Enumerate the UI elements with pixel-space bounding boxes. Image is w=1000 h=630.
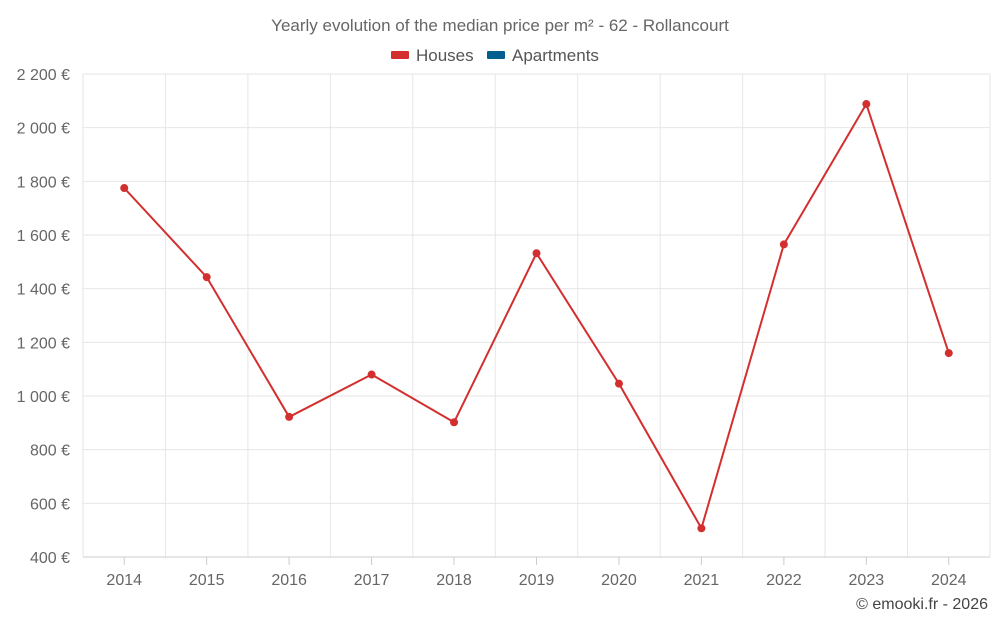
legend-item-apartments[interactable]: Apartments bbox=[487, 46, 599, 65]
data-point-houses[interactable] bbox=[944, 349, 953, 358]
y-tick-label: 800 € bbox=[30, 443, 70, 460]
credit-text: © emooki.fr - 2026 bbox=[856, 596, 988, 613]
y-tick-label: 1 400 € bbox=[17, 282, 70, 299]
series-houses bbox=[120, 100, 953, 533]
x-tick-label: 2021 bbox=[684, 572, 720, 589]
legend-swatch-houses bbox=[391, 51, 409, 59]
data-point-houses[interactable] bbox=[614, 379, 623, 388]
x-tick-label: 2018 bbox=[436, 572, 472, 589]
data-point-houses[interactable] bbox=[532, 249, 541, 258]
legend-label-houses: Houses bbox=[416, 46, 474, 65]
data-point-houses[interactable] bbox=[285, 412, 294, 421]
legend: Houses Apartments bbox=[391, 46, 599, 65]
data-point-houses[interactable] bbox=[450, 418, 459, 427]
x-tick-label: 2016 bbox=[271, 572, 307, 589]
grid bbox=[82, 73, 991, 558]
y-tick-label: 1 200 € bbox=[17, 335, 70, 352]
x-tick-label: 2023 bbox=[849, 572, 885, 589]
y-tick-label: 600 € bbox=[30, 496, 70, 513]
legend-label-apartments: Apartments bbox=[512, 46, 599, 65]
chart-title: Yearly evolution of the median price per… bbox=[271, 16, 729, 35]
x-tick-label: 2022 bbox=[766, 572, 802, 589]
y-tick-label: 1 600 € bbox=[17, 228, 70, 245]
data-point-houses[interactable] bbox=[202, 273, 211, 282]
legend-swatch-apartments bbox=[487, 51, 505, 59]
y-tick-label: 2 200 € bbox=[17, 67, 70, 84]
data-point-houses[interactable] bbox=[779, 240, 788, 249]
y-tick-label: 400 € bbox=[30, 550, 70, 567]
x-tick-label: 2020 bbox=[601, 572, 637, 589]
axes: 400 € 600 € 800 € 1 000 € 1 200 € 1 400 € 1 60… bbox=[17, 67, 990, 589]
data-point-houses[interactable] bbox=[120, 184, 129, 193]
x-tick-label: 2024 bbox=[931, 572, 967, 589]
y-tick-label: 1 000 € bbox=[17, 389, 70, 406]
data-point-houses[interactable] bbox=[367, 370, 376, 379]
x-tick-label: 2019 bbox=[519, 572, 555, 589]
y-tick-label: 1 800 € bbox=[17, 174, 70, 191]
legend-item-houses[interactable]: Houses bbox=[391, 46, 474, 65]
x-tick-label: 2014 bbox=[106, 572, 142, 589]
x-tick-label: 2015 bbox=[189, 572, 225, 589]
y-tick-label: 2 000 € bbox=[17, 121, 70, 138]
data-point-houses[interactable] bbox=[862, 100, 871, 109]
x-tick-label: 2017 bbox=[354, 572, 390, 589]
data-point-houses[interactable] bbox=[697, 524, 706, 533]
